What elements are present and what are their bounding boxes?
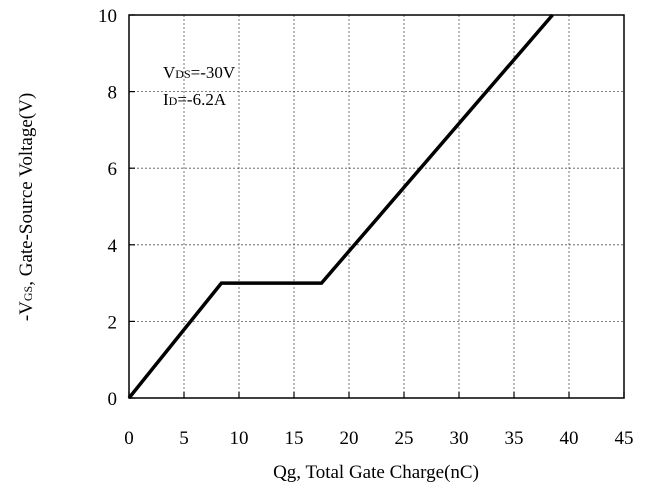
x-tick-label: 30 — [450, 428, 469, 449]
y-tick-label: 6 — [108, 159, 118, 180]
x-tick-label: 20 — [340, 428, 359, 449]
x-tick-label: 45 — [615, 428, 634, 449]
x-tick-label: 10 — [230, 428, 249, 449]
x-tick-label: 15 — [285, 428, 304, 449]
plot-frame — [128, 14, 625, 399]
annotation-vds: VDS=-30V — [163, 63, 236, 82]
y-tick-label: 0 — [108, 389, 118, 410]
x-tick-label: 5 — [179, 428, 189, 449]
grid-lines — [129, 15, 624, 398]
y-tick-label: 10 — [98, 6, 117, 27]
y-axis-title: -VGS, Gate-Source Voltage(V) — [16, 93, 37, 321]
x-tick-label: 35 — [505, 428, 524, 449]
x-tick-labels: 0 5 10 15 20 25 30 35 40 45 — [124, 428, 633, 449]
x-tick-label: 0 — [124, 428, 134, 449]
y-tick-label: 2 — [108, 312, 118, 333]
y-tick-label: 4 — [108, 236, 118, 257]
vgs-vs-qg-line — [127, 13, 554, 400]
x-axis-title: Qg, Total Gate Charge(nC) — [273, 462, 479, 483]
x-tick-label: 40 — [560, 428, 579, 449]
y-tick-label: 8 — [108, 83, 118, 104]
annotation-id: ID=-6.2A — [163, 90, 227, 109]
y-tick-labels: 0 2 4 6 8 10 — [98, 6, 118, 410]
x-tick-label: 25 — [395, 428, 414, 449]
